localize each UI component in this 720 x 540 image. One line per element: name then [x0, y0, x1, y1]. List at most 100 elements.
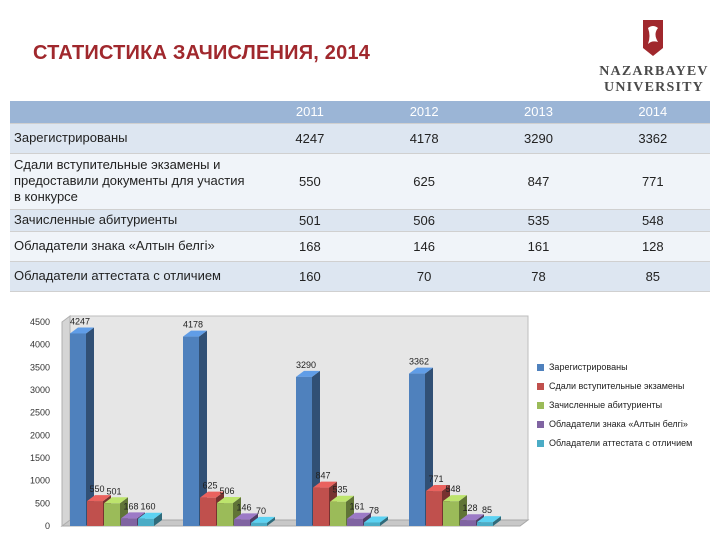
bar-data-label: 771 [428, 474, 443, 484]
bar [296, 376, 312, 526]
bar-data-label: 168 [123, 501, 138, 511]
bar-data-label: 128 [462, 503, 477, 513]
table-header-cell: 2011 [252, 101, 367, 124]
bar-data-label: 70 [256, 506, 266, 516]
bar-side [493, 516, 501, 526]
bar [251, 522, 267, 526]
chart-side-wall [61, 315, 71, 527]
bar-data-label: 501 [106, 486, 121, 496]
bar [460, 520, 476, 526]
bar-data-label: 4247 [70, 316, 90, 326]
statistics-table: 2011 2012 2013 2014 Зарегистрированы 424… [10, 101, 710, 292]
bar-top [409, 367, 433, 374]
bar-top [330, 495, 354, 502]
bar-top [234, 513, 258, 520]
legend-label: Зачисленные абитуриенты [549, 400, 662, 410]
bar [121, 518, 137, 526]
table-cell: 85 [595, 261, 710, 292]
legend-swatch [537, 364, 544, 371]
y-tick-label: 3000 [30, 385, 50, 395]
row-label: Зачисленные абитуриенты [10, 209, 253, 232]
bar [183, 336, 199, 526]
table-cell: 160 [252, 261, 367, 292]
table-cell: 128 [595, 231, 710, 262]
bar-top [200, 491, 224, 498]
row-label: Обладатели знака «Алтын белгі» [10, 231, 253, 262]
bar-side [267, 516, 275, 526]
table-header-cell: 2012 [367, 101, 482, 124]
table-cell: 78 [481, 261, 596, 292]
table-cell: 506 [367, 209, 482, 232]
y-tick-label: 4500 [30, 317, 50, 327]
bar-top [477, 516, 501, 523]
bar [477, 522, 493, 526]
row-label: Зарегистрированы [10, 123, 253, 154]
logo-emblem-icon [643, 20, 663, 56]
table-header-cell [10, 101, 253, 124]
table-cell: 3290 [481, 123, 596, 154]
bar-top [251, 516, 275, 523]
y-tick-label: 1500 [30, 453, 50, 463]
bar-data-label: 506 [219, 486, 234, 496]
bar-top [104, 497, 128, 504]
legend-label: Зарегистрированы [549, 362, 628, 372]
legend-swatch [537, 402, 544, 409]
table-cell: 4247 [252, 123, 367, 154]
bar-data-label: 4178 [183, 320, 203, 330]
bar [138, 518, 154, 526]
bar [313, 487, 329, 526]
table-header-cell: 2014 [595, 101, 710, 124]
bar-data-label: 161 [349, 502, 364, 512]
bar-side [154, 512, 162, 526]
table-cell: 161 [481, 231, 596, 262]
university-logo: NAZARBAYEV UNIVERSITY [598, 18, 710, 100]
bar-data-label: 3290 [296, 360, 316, 370]
enrollment-bar-chart: 0 500 1000 1500 2000 2500 3000 3500 4000 4500 424… [30, 315, 692, 531]
bar-top [217, 497, 241, 504]
bar-top [443, 495, 467, 502]
legend-swatch [537, 421, 544, 428]
bar-side [425, 367, 433, 526]
bar-data-label: 548 [445, 484, 460, 494]
table-cell: 168 [252, 231, 367, 262]
bar [234, 519, 250, 526]
y-tick-label: 3500 [30, 362, 50, 372]
bar [330, 501, 346, 526]
bar-data-label: 847 [315, 471, 330, 481]
bar-top [347, 512, 371, 519]
legend-label: Сдали вступительные экзамены [549, 381, 684, 391]
y-tick-label: 2000 [30, 430, 50, 440]
table-cell: 625 [367, 153, 482, 210]
bar [409, 373, 425, 526]
table-cell: 70 [367, 261, 482, 292]
table-cell: 847 [481, 153, 596, 210]
bar-data-label: 85 [482, 505, 492, 515]
table-cell: 146 [367, 231, 482, 262]
y-tick-label: 500 [35, 498, 50, 508]
bar-side [380, 516, 388, 526]
bar [70, 333, 86, 526]
table-cell: 548 [595, 209, 710, 232]
bar-top [426, 485, 450, 492]
table-header-cell: 2013 [481, 101, 596, 124]
bar-top [121, 512, 145, 519]
y-tick-label: 1000 [30, 476, 50, 486]
legend-label: Обладатели знака «Алтын белгі» [549, 419, 688, 429]
legend-swatch [537, 440, 544, 447]
y-tick-label: 0 [45, 521, 50, 531]
legend-label: Обладатели аттестата с отличием [549, 438, 692, 448]
page-title: СТАТИСТИКА ЗАЧИСЛЕНИЯ, 2014 [33, 42, 371, 64]
bar-data-label: 78 [369, 505, 379, 515]
bar-top [296, 370, 320, 377]
bar [426, 491, 442, 526]
row-label: Сдали вступительные экзамены и предостав… [10, 153, 253, 210]
bar-data-label: 550 [89, 484, 104, 494]
table-row: Зачисленные абитуриенты 501 506 535 548 [10, 209, 710, 232]
bar-side [86, 327, 94, 526]
bar-top [87, 495, 111, 502]
table-cell: 550 [252, 153, 367, 210]
bar-top [364, 516, 388, 523]
bar-data-label: 625 [202, 481, 217, 491]
bar [200, 497, 216, 526]
bar [364, 522, 380, 526]
